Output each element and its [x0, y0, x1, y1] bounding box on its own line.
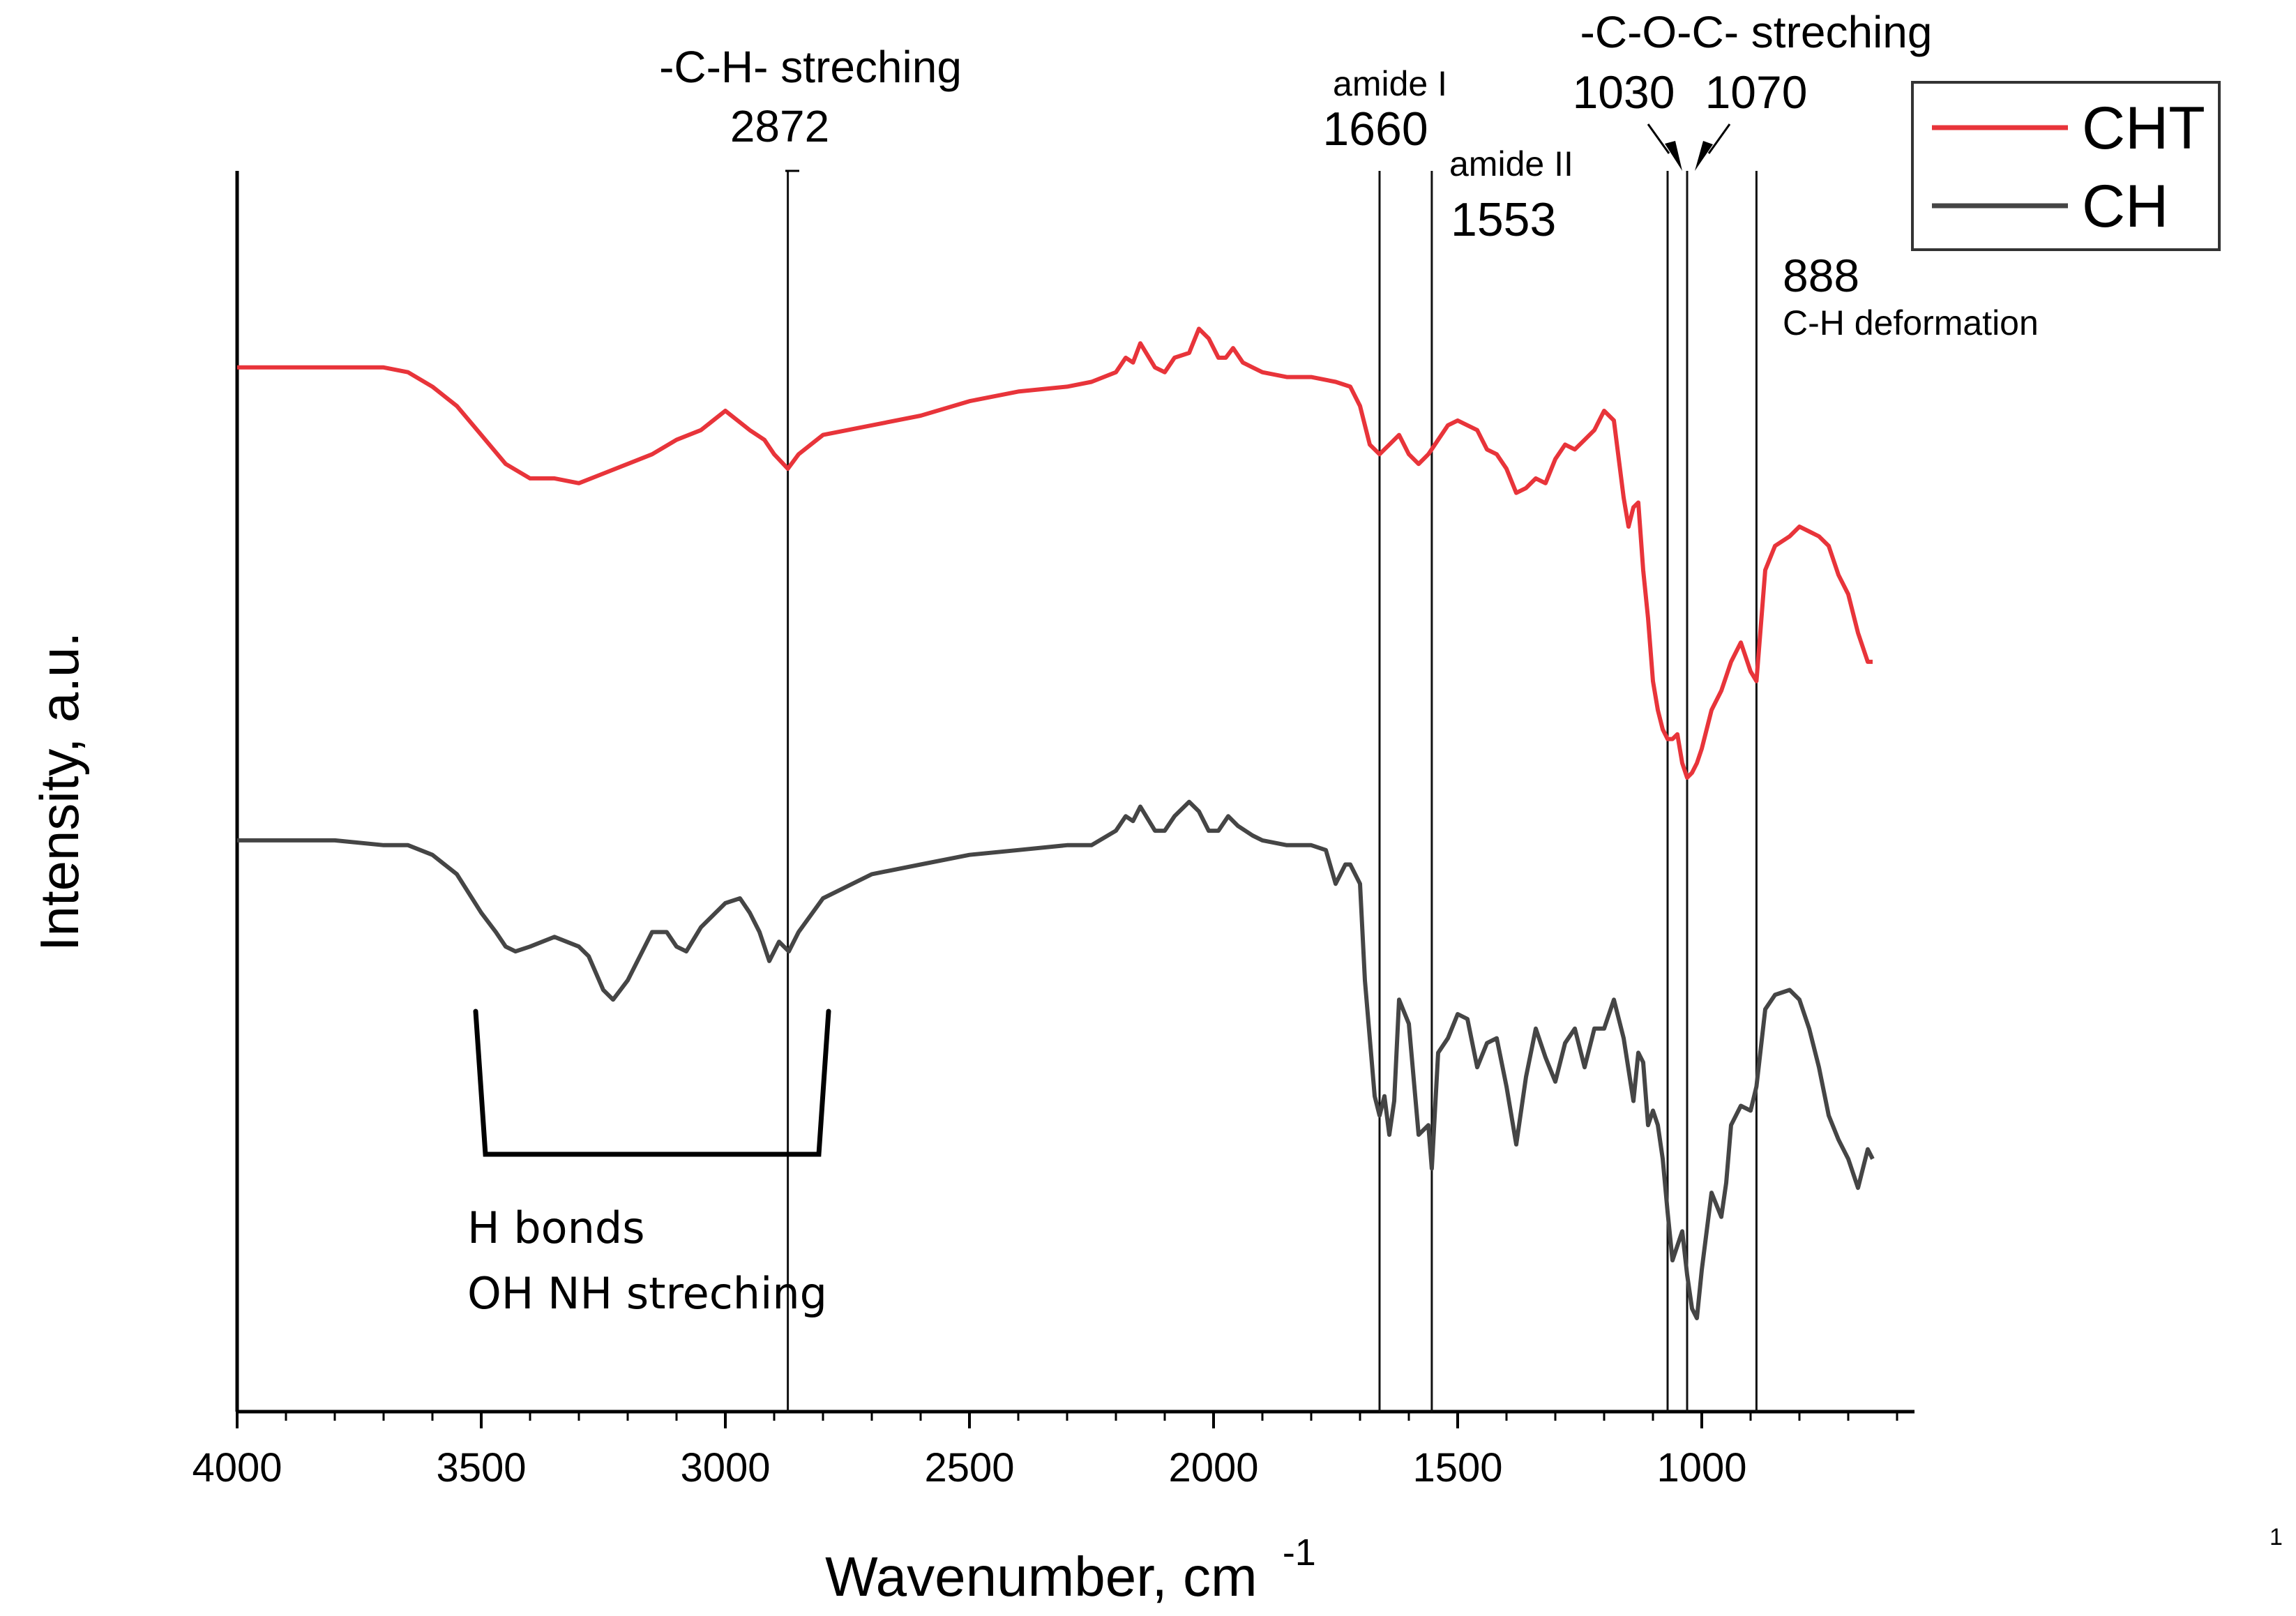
arrow-1030-shaft [1647, 123, 1670, 154]
hbond-bracket [473, 1009, 831, 1157]
coc-value-1070: 1070 [1705, 66, 1808, 118]
x-tick-label-3500: 3500 [436, 1445, 526, 1490]
x-ticks: 4000 3500 3000 2500 2000 1500 1000 [192, 1412, 1898, 1490]
reference-lines [787, 171, 1758, 1412]
amide1-value: 1660 [1322, 103, 1428, 156]
arrow-1070-shaft [1707, 123, 1731, 154]
x-tick-label-2000: 2000 [1168, 1445, 1258, 1490]
ch-def-value: 888 [1783, 250, 1859, 301]
legend-label-cht: CHT [2082, 95, 2205, 162]
page-number: 1 [2269, 1524, 2283, 1550]
amide1-title: amide I [1333, 64, 1447, 103]
series-line-ch [237, 799, 1875, 1320]
y-axis-label: Intensity, a.u. [29, 632, 90, 951]
hbond-label-1: H bonds [467, 1202, 645, 1253]
arrow-1030-head [1665, 141, 1682, 171]
coc-value-1030: 1030 [1573, 66, 1675, 118]
x-tick-label-1500: 1500 [1412, 1445, 1502, 1490]
arrow-1070-head [1695, 141, 1713, 171]
hbond-label-2: OH NH streching [467, 1268, 827, 1319]
x-tick-label-1000: 1000 [1656, 1445, 1746, 1490]
x-tick-label-4000: 4000 [192, 1445, 282, 1490]
x-tick-label-3000: 3000 [680, 1445, 770, 1490]
ch-stretch-value: 2872 [730, 101, 829, 151]
coc-title: -C-O-C- streching [1580, 7, 1933, 57]
x-tick-label-2500: 2500 [924, 1445, 1014, 1490]
series-line-cht [237, 326, 1873, 780]
ch-def-title: C-H deformation [1783, 303, 2039, 342]
ch-stretch-title: -C-H- streching [659, 42, 962, 92]
legend: CHT CH [1911, 81, 2221, 251]
series-layer [237, 326, 1875, 1320]
x-axis-label-superscript: -1 [1283, 1532, 1316, 1573]
legend-box [1911, 81, 2221, 251]
x-axis-label-text: Wavenumber, cm [825, 1546, 1257, 1608]
amide2-title: amide II [1449, 144, 1573, 183]
x-axis-label: Wavenumber, cm -1 [825, 1532, 1316, 1608]
amide2-value: 1553 [1451, 193, 1556, 246]
legend-label-ch: CH [2082, 173, 2168, 240]
